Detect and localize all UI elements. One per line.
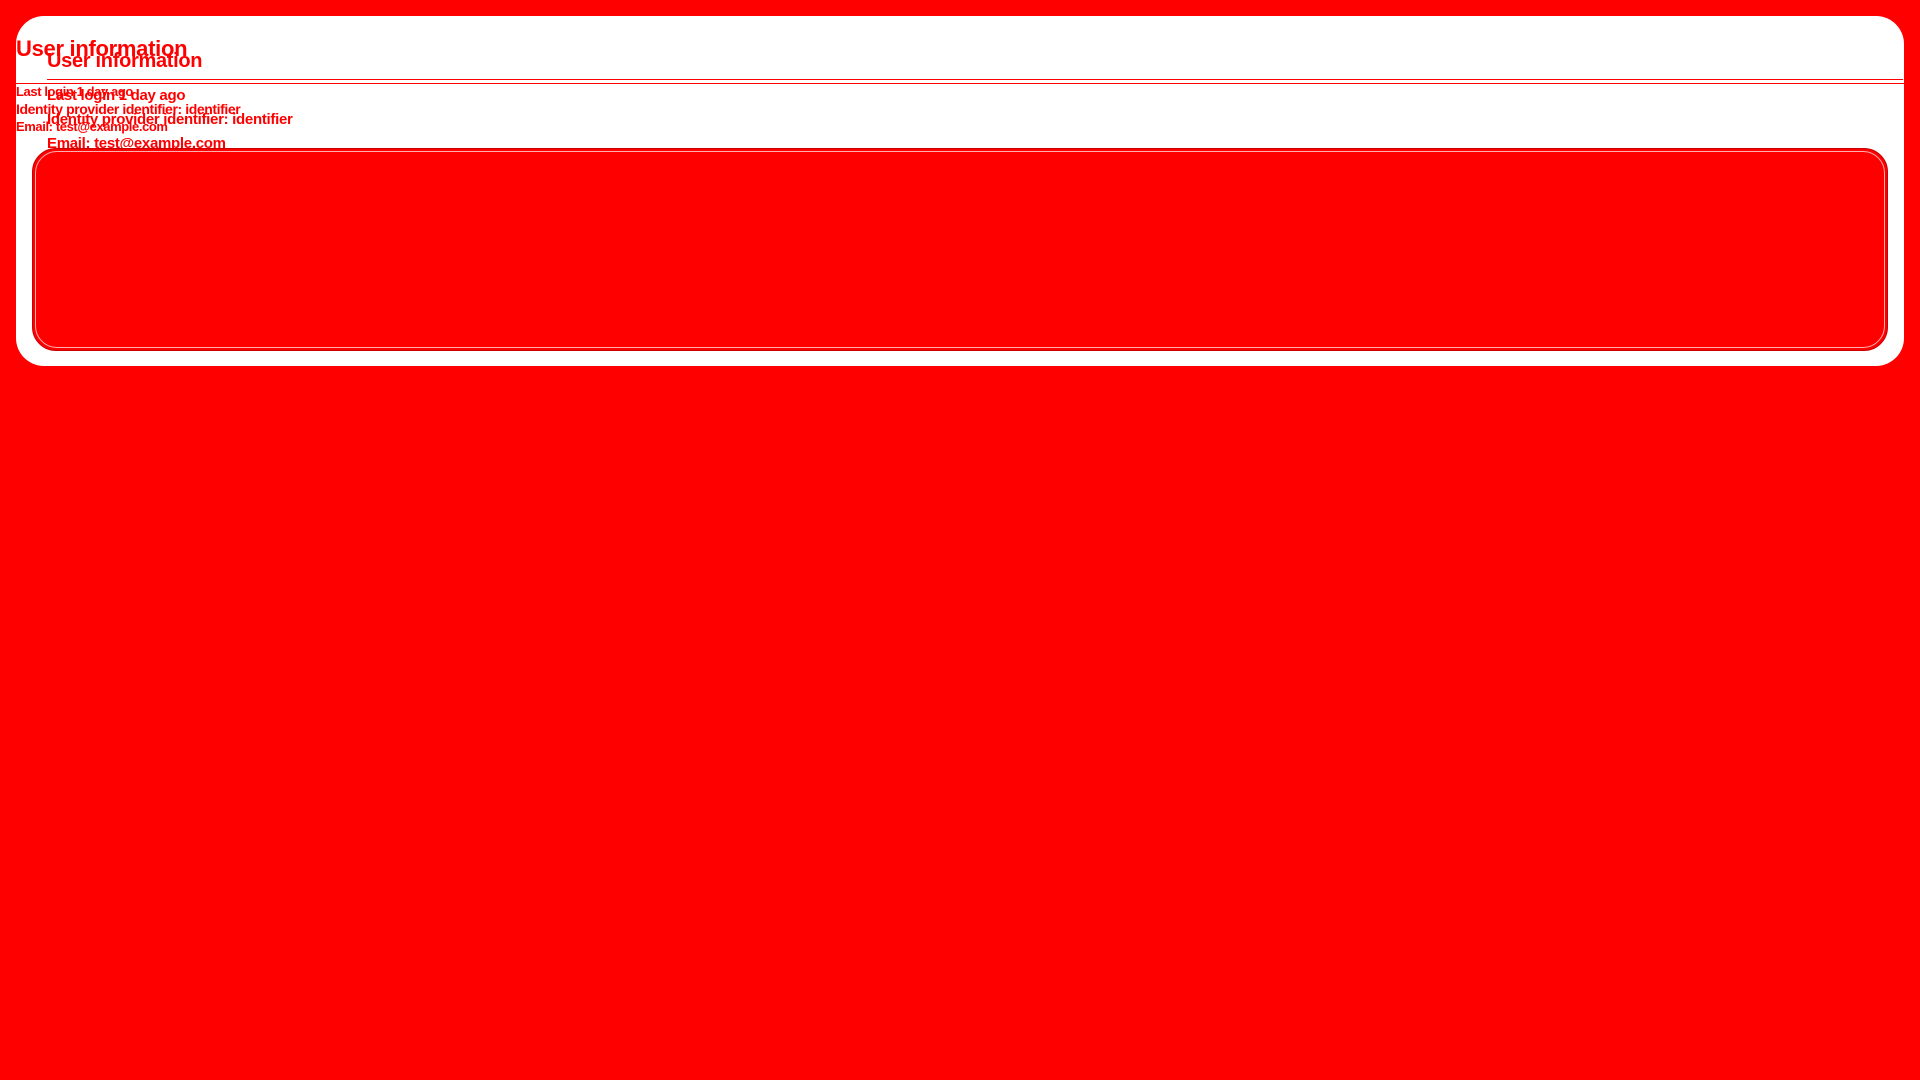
card-title: User information [47, 50, 203, 72]
overlay-identity-provider-text: Identity provider identifier: identifier [16, 101, 241, 117]
user-information-card: User information Last login 1 day ago Id… [16, 16, 1904, 366]
overlay-title: User information [16, 36, 188, 61]
email-text: Email: test@example.com [47, 135, 226, 152]
card-divider [47, 79, 1903, 80]
last-login-text: Last login 1 day ago [47, 87, 186, 104]
identity-provider-text: Identity provider identifier: identifier [47, 111, 293, 128]
content-panel [32, 148, 1888, 351]
overlay-email-text: Email: test@example.com [16, 119, 168, 134]
content-panel-inner-border [35, 151, 1885, 348]
overlay-last-login-text: Last login 1 day ago [16, 84, 133, 99]
overlay-divider [16, 83, 1904, 84]
